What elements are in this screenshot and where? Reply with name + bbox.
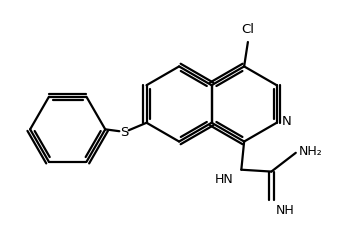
Text: NH₂: NH₂ (299, 145, 322, 158)
Text: S: S (120, 126, 128, 139)
Text: NH: NH (276, 203, 295, 217)
Text: N: N (282, 115, 291, 128)
Text: Cl: Cl (241, 23, 254, 36)
Text: HN: HN (215, 173, 234, 185)
